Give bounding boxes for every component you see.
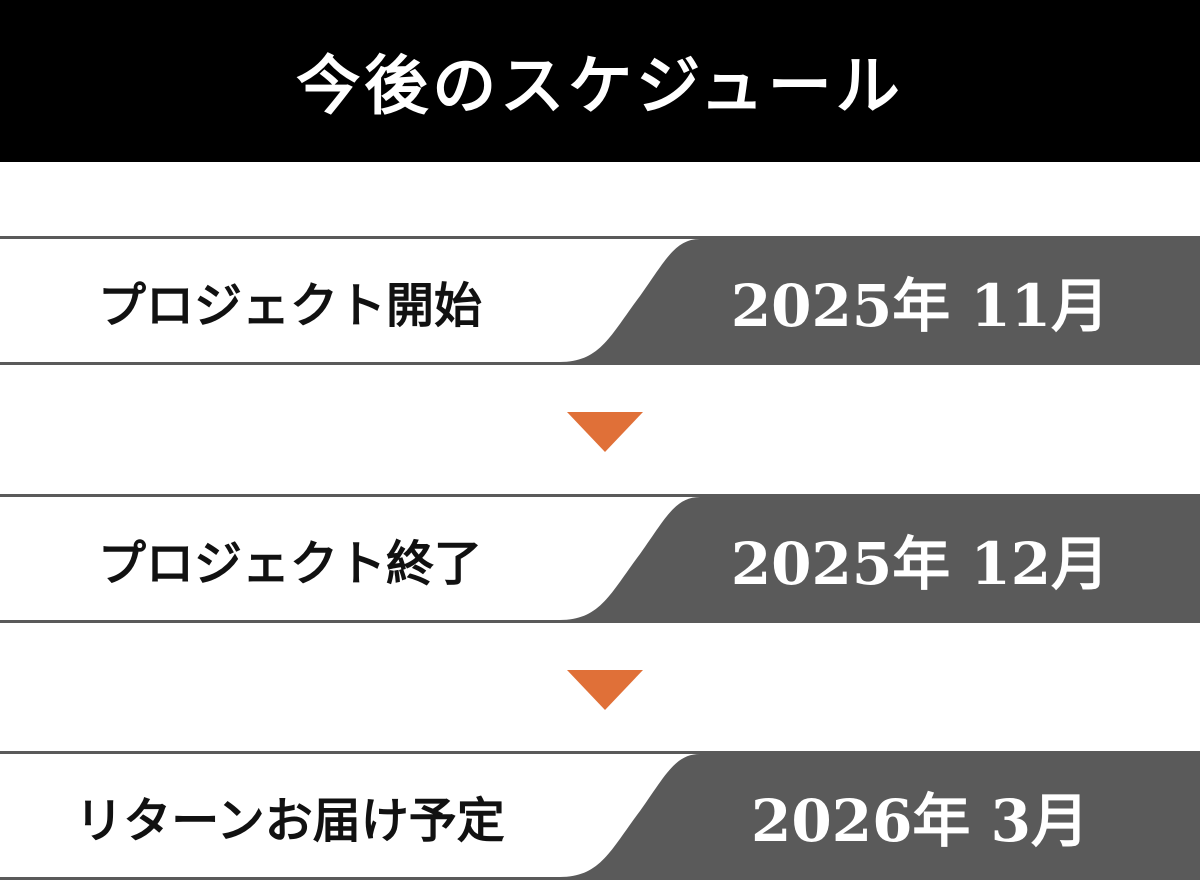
- schedule-header: 今後のスケジュール: [0, 0, 1200, 162]
- milestone-date: 2025年 11月: [730, 271, 1110, 340]
- milestone-date: 2026年 3月: [751, 786, 1089, 855]
- milestone-row: プロジェクト終了 2025年 12月: [0, 494, 1200, 623]
- milestone-label: プロジェクト終了: [97, 535, 482, 592]
- milestone-band: [0, 751, 1200, 880]
- page-title: 今後のスケジュール: [296, 49, 904, 124]
- milestone-label: リターンお届け予定: [75, 792, 505, 849]
- milestone-row: プロジェクト開始 2025年 11月: [0, 236, 1200, 365]
- triangle-down-icon: [567, 670, 643, 710]
- milestone-date: 2025年 12月: [730, 529, 1110, 598]
- triangle-down-icon: [567, 412, 643, 452]
- milestone-row: リターンお届け予定 2026年 3月: [0, 751, 1200, 880]
- milestone-label: プロジェクト開始: [97, 277, 482, 334]
- milestone-band: [0, 236, 1200, 365]
- milestone-band: [0, 494, 1200, 623]
